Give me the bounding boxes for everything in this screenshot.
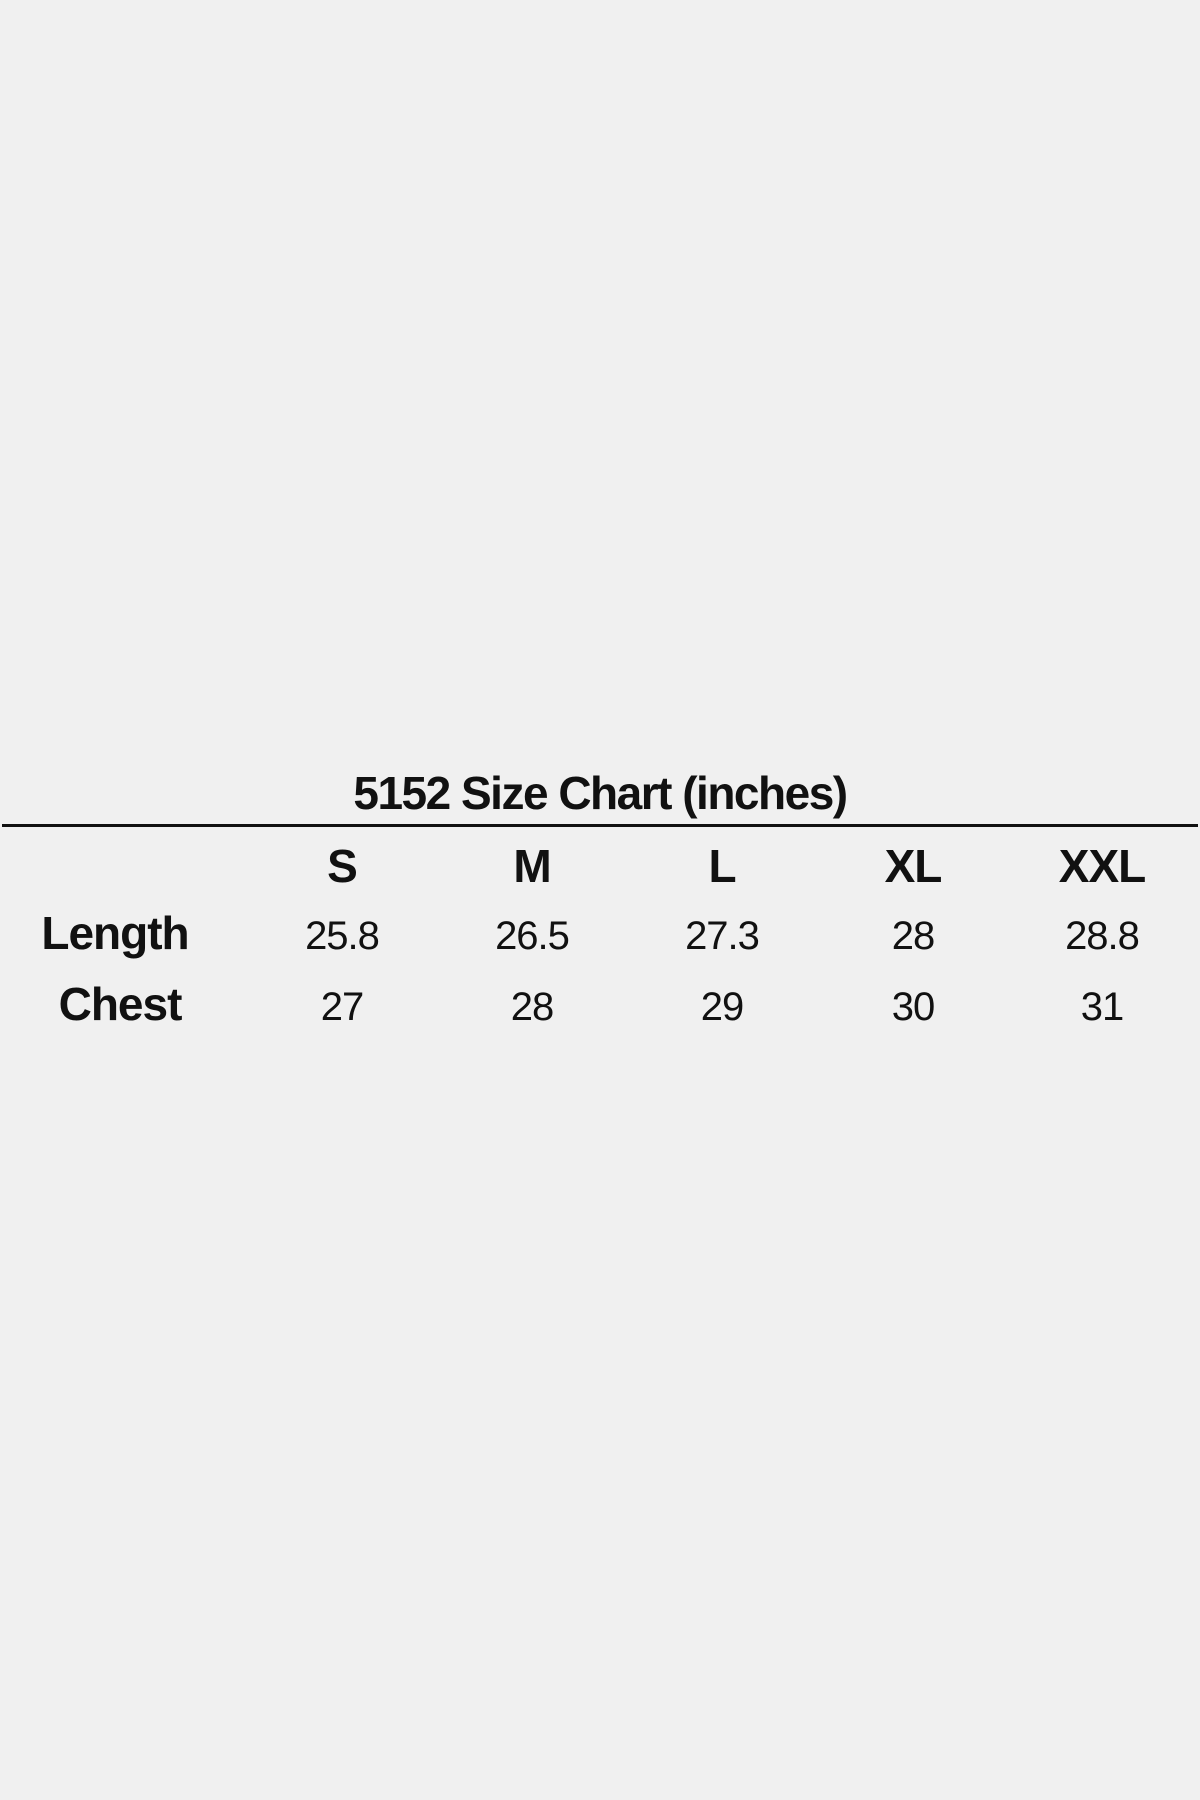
- table-cell: 28: [891, 914, 936, 958]
- table-cell: 27: [320, 985, 365, 1029]
- table-cell: 25.8: [305, 914, 380, 958]
- table-cell: 31: [1080, 985, 1125, 1029]
- column-header-xxl: XXL: [1058, 840, 1146, 892]
- row-label-chest: Chest: [58, 978, 183, 1030]
- chart-title: 5152 Size Chart (inches): [353, 767, 848, 819]
- column-header-m: M: [513, 840, 551, 892]
- table-cell: 30: [891, 985, 936, 1029]
- table-cell: 29: [700, 985, 745, 1029]
- column-header-xl: XL: [884, 840, 943, 892]
- table-cell: 28: [510, 985, 555, 1029]
- table-cell: 26.5: [495, 914, 570, 958]
- header-divider: [2, 824, 1198, 827]
- table-cell: 28.8: [1065, 914, 1140, 958]
- row-label-length: Length: [41, 907, 189, 959]
- column-header-l: L: [708, 840, 736, 892]
- column-header-s: S: [327, 840, 358, 892]
- table-cell: 27.3: [685, 914, 760, 958]
